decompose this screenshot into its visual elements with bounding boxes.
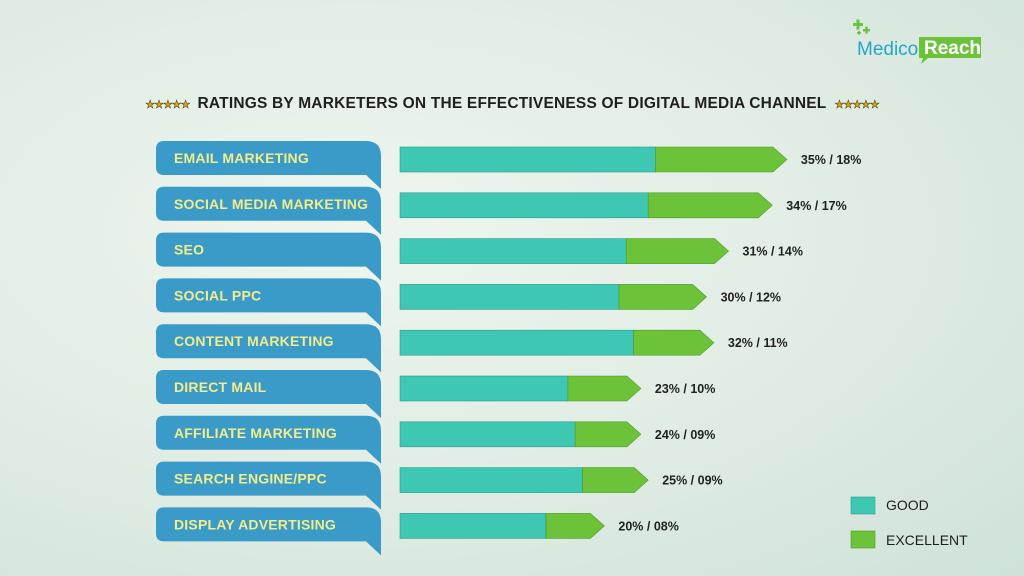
category-label: DIRECT MAIL [174,379,267,395]
plus-cross-icon [853,19,870,35]
title-row: ★★★★★ RATINGS BY MARKETERS ON THE EFFECT… [0,93,1024,115]
bar-good [399,467,583,493]
bar-excellent [574,421,642,448]
bar-excellent [545,513,605,539]
bar-excellent [633,329,715,356]
bar-excellent [655,146,788,173]
legend-label-excellent: EXCELLENT [886,532,968,548]
bar-good [399,238,627,264]
data-label: 31% / 14% [743,245,803,259]
category-label-tab [156,141,381,189]
data-label: 35% / 18% [801,153,861,167]
data-label: 34% / 17% [786,199,846,213]
stars-icon-right: ★★★★★ [834,98,880,111]
bar-excellent [567,375,642,402]
data-label: 30% / 12% [721,290,781,304]
legend-label-good: GOOD [886,497,929,513]
bar-good [399,421,576,448]
category-label: AFFILIATE MARKETING [174,425,337,441]
chart-title: RATINGS BY MARKETERS ON THE EFFECTIVENES… [197,95,827,112]
bar-excellent [618,284,708,310]
bar-good [399,146,656,173]
data-label: 20% / 08% [618,519,678,533]
category-label: DISPLAY ADVERTISING [174,516,336,532]
bar-good [399,375,569,402]
bar-good [399,329,634,356]
data-label: 23% / 10% [655,382,715,396]
category-label: EMAIL MARKETING [174,150,309,166]
data-label: 32% / 11% [728,336,788,350]
category-label: SEARCH ENGINE/PPC [174,471,327,487]
category-label-tab [156,232,381,281]
bar-excellent [626,238,729,264]
category-label: SOCIAL MEDIA MARKETING [174,196,368,212]
category-label-tab [156,278,381,327]
bar-good [399,192,649,219]
brand-reach: Reach [924,38,981,59]
data-label: 24% / 09% [655,428,715,442]
brand-medico: Medico [857,39,918,60]
category-label: CONTENT MARKETING [174,333,334,349]
speech-bubble-shape [919,37,981,64]
category-label-tab [156,186,381,235]
bar-good [399,513,547,539]
category-label-tab [156,461,381,510]
stars-icon-left: ★★★★★ [145,98,191,111]
category-label-tab [156,370,381,418]
category-label-tab [156,324,381,373]
category-label-tab [156,507,381,556]
legend-swatch-excellent [850,530,876,549]
bar-excellent [582,467,649,493]
bar-good [399,284,620,310]
category-label: SOCIAL PPC [174,287,261,303]
legend-swatch-good [850,496,876,515]
category-label-tab [156,415,381,464]
medicoreach-logo: Medico Reach [853,19,981,64]
category-label: SEO [174,242,204,258]
data-label: 25% / 09% [662,474,722,488]
bar-excellent [647,192,773,219]
